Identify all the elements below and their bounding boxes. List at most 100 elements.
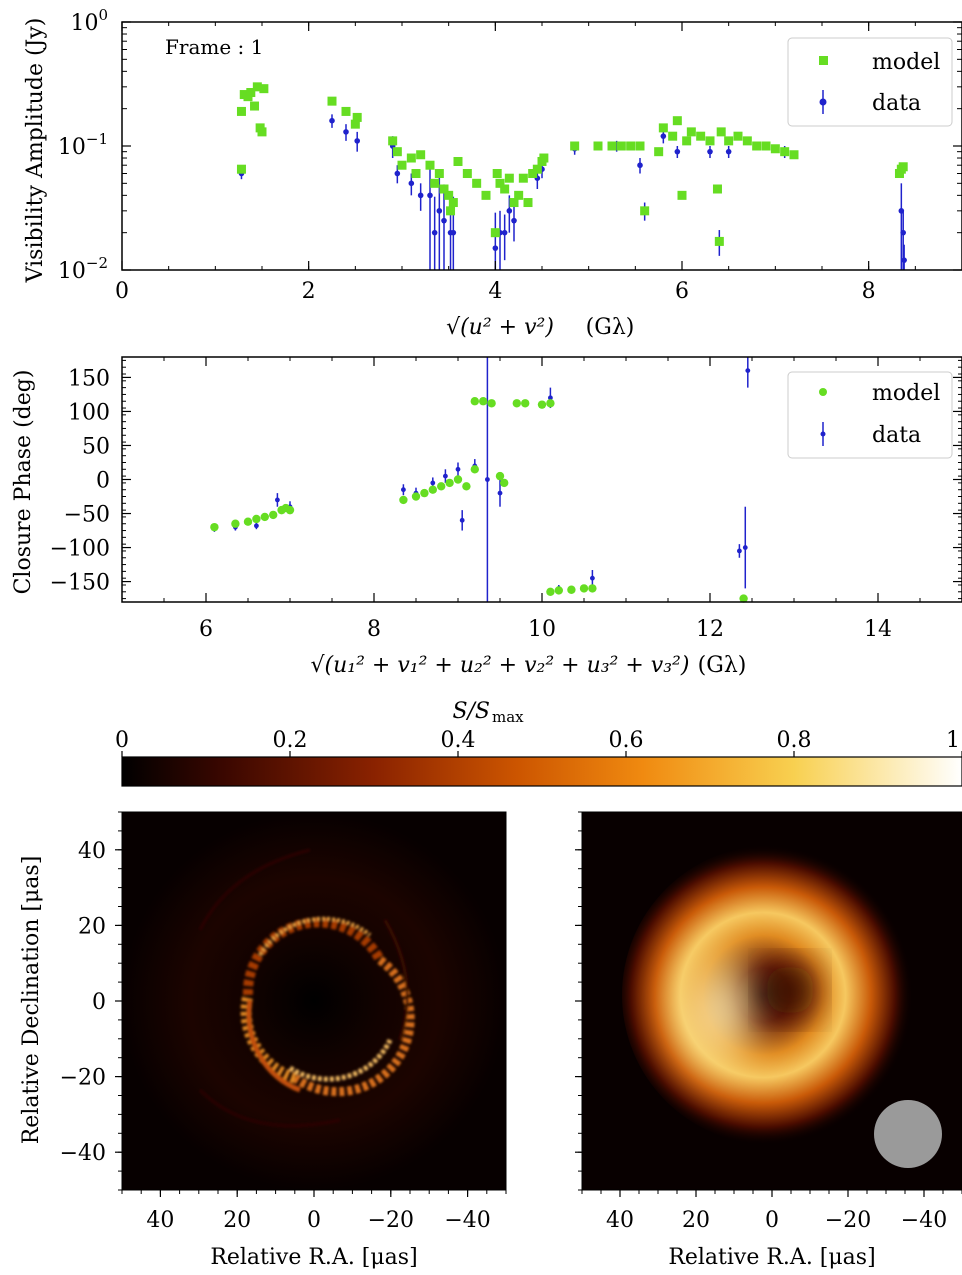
image-right-shadow — [764, 964, 816, 1016]
x-tick-label: 10 — [528, 617, 556, 642]
data-point — [737, 548, 742, 554]
model-point — [789, 150, 799, 160]
y-tick-label: 10−2 — [58, 254, 108, 284]
legend-data-label: data — [872, 423, 921, 448]
data-point — [707, 148, 713, 155]
model-point — [425, 160, 435, 170]
x-tick-label: 12 — [696, 617, 724, 642]
y-tick-label: −150 — [50, 571, 110, 596]
model-point — [514, 190, 524, 200]
model-point — [470, 397, 479, 406]
model-point — [231, 519, 240, 528]
model-point — [616, 141, 626, 151]
model-point — [504, 173, 514, 183]
model-point — [259, 84, 269, 94]
image-left-xlabel: Relative R.A. [μas] — [210, 1245, 417, 1270]
x-tick-label: 40 — [146, 1208, 174, 1233]
model-point — [733, 131, 743, 141]
legend-data-marker — [820, 431, 826, 437]
image-right-xlabel: Relative R.A. [μas] — [668, 1245, 875, 1270]
data-point — [674, 148, 681, 155]
model-point — [341, 106, 351, 116]
data-point — [441, 217, 447, 224]
model-point — [705, 136, 715, 146]
model-point — [761, 141, 771, 151]
model-point — [492, 169, 502, 179]
data-point — [725, 148, 732, 155]
image-right-hotspot — [668, 932, 772, 1088]
model-point — [714, 236, 724, 246]
x-tick-label: −20 — [825, 1208, 871, 1233]
frame-annotation: Frame : 1 — [165, 35, 263, 59]
data-point — [450, 229, 457, 236]
closure-phase-xlabel-math: √(u₁² + v₁² + u₂² + v₂² + u₃² + v₃²) — [311, 653, 690, 678]
model-point — [495, 178, 505, 188]
model-point — [898, 162, 908, 172]
data-point — [660, 133, 667, 139]
model-point — [640, 206, 650, 216]
colorbar-ticks: 0 0.2 0.4 0.6 0.8 1 — [115, 728, 962, 757]
colorbar-gradient — [121, 756, 962, 787]
model-point — [635, 141, 645, 151]
data-point — [417, 192, 424, 199]
model-point — [696, 131, 706, 141]
visibility-amplitude-legend: model data — [787, 37, 953, 127]
closure-phase-ticks: 6 8 10 12 14 150 100 50 0 −50 −100 −150 — [50, 357, 962, 642]
data-point — [430, 480, 436, 486]
data-point — [427, 192, 433, 199]
model-point — [285, 505, 295, 515]
y-tick-label: 20 — [78, 914, 106, 939]
data-point — [354, 138, 361, 144]
model-point — [453, 156, 463, 166]
data-point — [745, 368, 751, 374]
data-point — [431, 229, 438, 236]
closure-phase-points — [210, 357, 751, 603]
model-point — [439, 184, 449, 194]
colorbar-tick-label: 0.6 — [609, 728, 644, 753]
model-point — [260, 512, 269, 522]
visibility-amplitude-ticks: 0 2 4 6 8 100 10−1 10−2 — [58, 6, 962, 304]
closure-phase-ylabel: Closure Phase (deg) — [11, 370, 36, 595]
x-tick-label: 8 — [367, 617, 381, 642]
model-point — [523, 198, 533, 208]
model-point — [411, 169, 421, 179]
x-tick-label: 20 — [682, 1208, 710, 1233]
model-point — [428, 485, 437, 494]
x-tick-label: 0 — [115, 279, 129, 304]
model-point — [626, 141, 636, 151]
model-point — [445, 478, 454, 488]
closure-phase-panel: 6 8 10 12 14 150 100 50 0 −50 −100 −150 Closure Pha… — [11, 356, 962, 678]
colorbar-tick-label: 0.8 — [777, 728, 812, 753]
data-point — [275, 497, 280, 503]
data-point — [401, 487, 406, 493]
visibility-amplitude-ylabel: Visibility Amplitude (Jy) — [23, 18, 48, 284]
colorbar: S/S max 0 0.2 0.4 0.6 0.8 1 — [115, 699, 962, 787]
model-point — [434, 169, 444, 179]
model-point — [712, 184, 722, 194]
visibility-amplitude-points — [236, 82, 908, 270]
model-point — [397, 160, 407, 170]
x-tick-label: −40 — [901, 1208, 947, 1233]
model-point — [579, 584, 589, 593]
model-point — [472, 178, 482, 188]
model-point — [399, 495, 408, 505]
data-point — [637, 162, 643, 169]
model-point — [430, 178, 440, 188]
model-point — [518, 173, 528, 183]
data-point — [497, 490, 503, 496]
model-point — [453, 475, 463, 484]
model-point — [406, 153, 416, 163]
model-point — [780, 147, 790, 157]
model-point — [462, 482, 471, 491]
model-point — [388, 136, 398, 146]
model-point — [509, 198, 519, 208]
data-point — [492, 245, 499, 251]
data-point — [343, 129, 349, 135]
model-point — [512, 399, 521, 408]
data-point — [590, 575, 595, 581]
colorbar-label-main: S/S — [452, 699, 490, 724]
model-point — [252, 82, 262, 92]
model-point — [462, 169, 472, 179]
model-point — [770, 144, 780, 154]
